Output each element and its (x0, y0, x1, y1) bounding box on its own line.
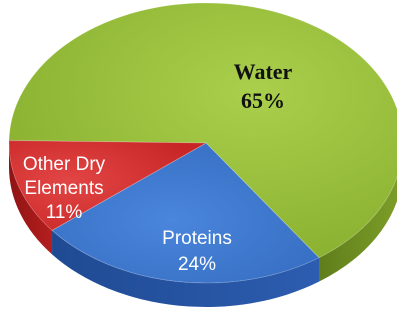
other-dry-elements-label-line-2: Elements (24, 178, 103, 199)
proteins-slice-side (52, 230, 319, 307)
other-dry-elements-slice (8, 140, 208, 231)
pie-labels: Water 65% Proteins 24% Other Dry Element… (23, 59, 293, 275)
pie-sides (9, 143, 397, 307)
water-value-label: 65% (241, 88, 285, 113)
proteins-value-label: 24% (178, 254, 216, 275)
water-slice (8, 2, 397, 259)
other-dry-elements-value-label: 11% (46, 202, 83, 223)
proteins-slice (51, 142, 320, 284)
water-slice-side (318, 177, 397, 282)
proteins-label: Proteins (162, 228, 232, 249)
other-dry-elements-label-line-1: Other Dry (23, 154, 106, 175)
other-dry-elements-slice-side (9, 143, 53, 255)
pie-tops (8, 2, 397, 284)
water-label: Water (234, 59, 293, 84)
